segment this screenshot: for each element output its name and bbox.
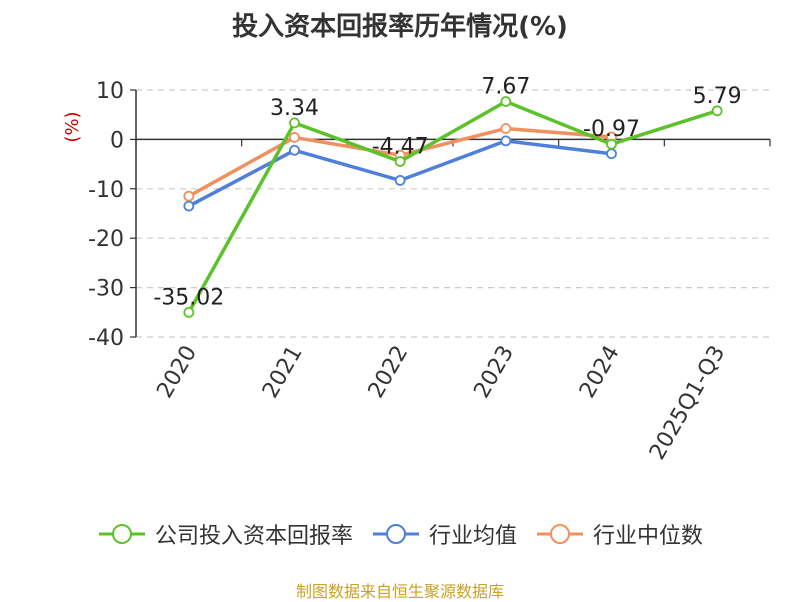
data-point: [606, 148, 617, 160]
x-tick-label: 2021: [258, 342, 308, 403]
chart-title: 投入资本回报率历年情况(%): [232, 12, 568, 42]
x-tick-label: 2022: [364, 342, 414, 403]
y-tick-label: 10: [96, 79, 124, 104]
series-lines: [183, 96, 723, 318]
data-point: [711, 105, 723, 117]
legend-swatch: [372, 524, 419, 544]
data-point: [289, 132, 300, 143]
legend-swatch-marker: [385, 524, 406, 544]
y-tick-label: -20: [88, 227, 124, 252]
data-point: [183, 200, 195, 212]
data-label: 3.34: [270, 96, 319, 121]
data-labels: -35.02 3.34 -4.47 7.67 -0.97 5.79: [153, 75, 741, 311]
legend-swatch-marker: [550, 524, 570, 544]
x-tick-label: 2025Q1-Q3: [645, 342, 730, 465]
data-point: [500, 96, 512, 107]
legend-swatch-marker: [111, 524, 132, 544]
legend-swatch: [537, 524, 583, 544]
y-tick-label: 0: [110, 128, 124, 153]
y-tick-label: -30: [88, 277, 124, 302]
legend-label: 行业中位数: [593, 524, 704, 549]
series-line-0: [187, 99, 718, 314]
data-label: 7.67: [481, 75, 530, 100]
legend-swatch: [98, 524, 145, 544]
data-label: 5.79: [693, 84, 742, 109]
legend: 公司投入资本回报率 行业均值 行业中位数: [0, 518, 800, 550]
x-tick-label: 2024: [575, 342, 625, 403]
data-point: [606, 138, 617, 150]
y-tick-label: -40: [88, 326, 124, 351]
legend-label: 行业均值: [428, 524, 517, 549]
data-point: [183, 306, 195, 318]
data-label: -0.97: [583, 117, 640, 142]
x-tick-label: 2020: [152, 342, 202, 403]
grid-lines: [136, 89, 770, 338]
legend-item[interactable]: 行业中位数: [535, 518, 703, 550]
data-point: [289, 144, 300, 156]
data-point: [394, 156, 406, 167]
data-point: [183, 190, 195, 202]
x-tick-label: 2023: [469, 342, 519, 403]
legend-item[interactable]: 行业均值: [371, 518, 517, 550]
data-label: -4.47: [372, 134, 429, 159]
y-tick-label: -10: [88, 178, 124, 203]
y-axis-label: (%): [62, 111, 83, 142]
source-note: 制图数据来自恒生聚源数据库: [295, 582, 504, 601]
legend-item[interactable]: 公司投入资本回报率: [97, 518, 353, 550]
data-point: [500, 135, 512, 147]
data-point: [394, 175, 406, 186]
data-point: [289, 117, 300, 129]
data-label: -35.02: [153, 285, 224, 310]
data-point: [500, 123, 512, 134]
legend-label: 公司投入资本回报率: [154, 524, 353, 549]
